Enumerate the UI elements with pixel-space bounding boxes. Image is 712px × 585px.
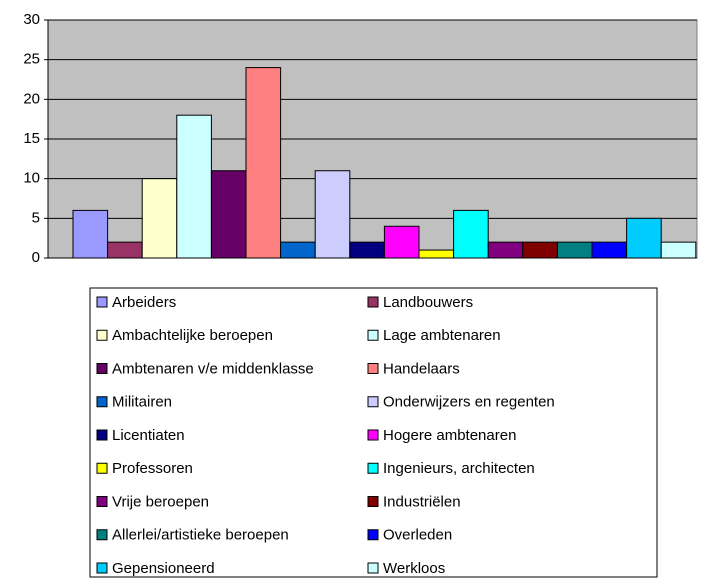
legend-label: Handelaars bbox=[383, 360, 460, 377]
legend-label: Arbeiders bbox=[112, 294, 176, 311]
legend-swatch bbox=[367, 296, 379, 308]
legend-label: Allerlei/artistieke beroepen bbox=[112, 527, 289, 544]
bar bbox=[314, 170, 351, 259]
legend-label: Industriëlen bbox=[383, 493, 461, 510]
bar bbox=[349, 241, 385, 259]
legend-label: Overleden bbox=[383, 527, 452, 544]
y-tick-label: 25 bbox=[23, 51, 40, 68]
legend-label: Werkloos bbox=[383, 560, 445, 577]
legend-swatch bbox=[96, 329, 108, 341]
legend-swatch bbox=[96, 462, 108, 474]
y-tick-label: 10 bbox=[23, 170, 40, 187]
bar bbox=[487, 241, 524, 259]
legend-swatch bbox=[96, 363, 108, 374]
legend-swatch bbox=[367, 562, 379, 574]
bar bbox=[626, 217, 662, 259]
legend-swatch bbox=[96, 562, 108, 574]
bar bbox=[141, 178, 178, 259]
legend-swatch bbox=[367, 329, 379, 341]
legend-label: Vrije beroepen bbox=[112, 493, 209, 510]
bar bbox=[383, 225, 420, 259]
legend-label: Hogere ambtenaren bbox=[383, 427, 516, 444]
legend-swatch bbox=[96, 296, 108, 308]
y-tick-label: 30 bbox=[23, 11, 40, 28]
legend-label: Lage ambtenaren bbox=[383, 327, 501, 344]
bar bbox=[591, 241, 628, 259]
legend-swatch bbox=[367, 363, 379, 374]
legend-swatch bbox=[367, 496, 379, 507]
legend-swatch bbox=[367, 396, 379, 408]
legend-label: Licentiaten bbox=[112, 427, 185, 444]
y-tick-label: 20 bbox=[23, 90, 40, 107]
legend-label: Gepensioneerd bbox=[112, 560, 215, 577]
bar bbox=[556, 241, 593, 259]
bar bbox=[176, 114, 212, 259]
y-tick-label: 0 bbox=[32, 249, 40, 266]
legend-swatch bbox=[96, 429, 108, 441]
bar bbox=[107, 241, 143, 259]
legend-label: Militairen bbox=[112, 394, 172, 411]
bar bbox=[660, 241, 697, 259]
legend-swatch bbox=[96, 496, 108, 507]
bar bbox=[280, 241, 316, 259]
legend-swatch bbox=[96, 396, 108, 408]
bar bbox=[522, 241, 558, 259]
y-tick-label: 15 bbox=[23, 130, 40, 147]
legend-label: Ingenieurs, architecten bbox=[383, 460, 535, 477]
legend-label: Ambtenaren v/e middenklasse bbox=[112, 360, 314, 377]
legend-label: Professoren bbox=[112, 460, 193, 477]
bar bbox=[210, 170, 247, 259]
bar bbox=[245, 67, 282, 259]
legend-swatch bbox=[367, 462, 379, 474]
legend-swatch bbox=[367, 529, 379, 541]
y-tick-label: 5 bbox=[32, 209, 40, 226]
legend-swatch bbox=[96, 529, 108, 541]
legend-label: Ambachtelijke beroepen bbox=[112, 327, 273, 344]
bar bbox=[453, 209, 489, 259]
bar bbox=[72, 209, 109, 259]
legend-label: Landbouwers bbox=[383, 294, 473, 311]
bar bbox=[418, 249, 455, 259]
legend-label: Onderwijzers en regenten bbox=[383, 394, 555, 411]
legend-swatch bbox=[367, 429, 379, 441]
